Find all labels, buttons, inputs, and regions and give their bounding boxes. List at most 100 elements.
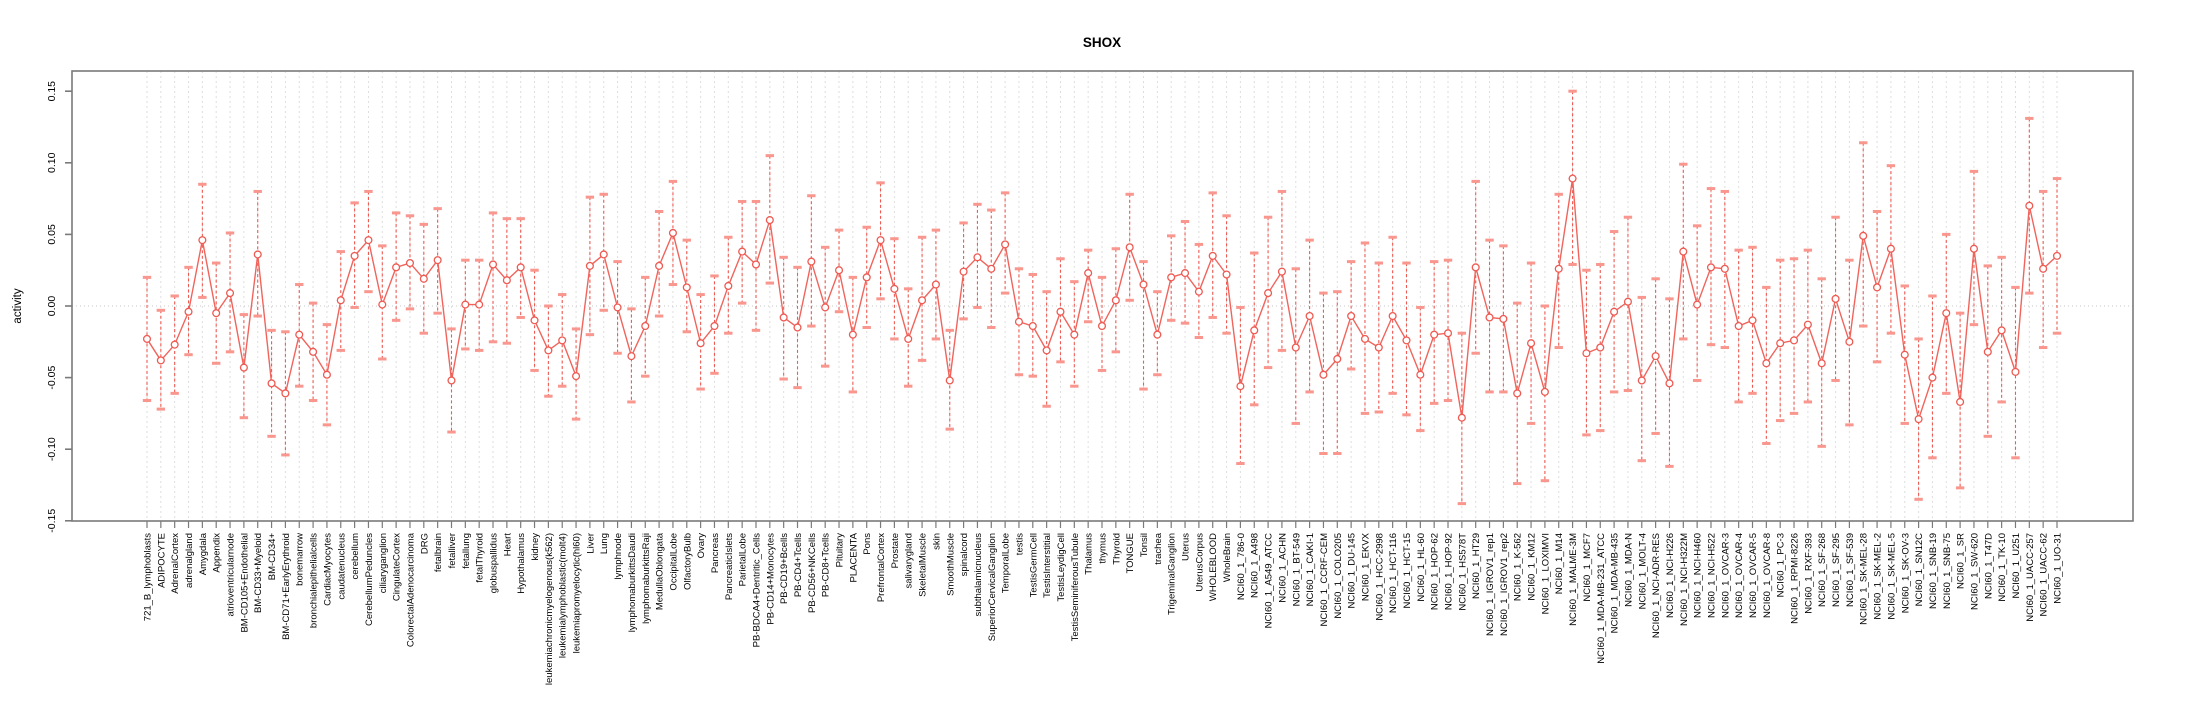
- x-tick-label: NCI60_1_HOP-92: [1444, 533, 1455, 610]
- data-point-marker: [364, 236, 373, 245]
- x-tick-label: NCI60_1_OVCAR-3: [1720, 533, 1731, 618]
- x-tick-label: NCI60_1_OVCAR-4: [1734, 533, 1745, 618]
- data-point-marker: [876, 236, 885, 245]
- x-tick-label: SuperiorCervicalGanglion: [987, 533, 998, 641]
- data-point-marker: [1610, 307, 1619, 316]
- data-point-marker: [1637, 376, 1646, 385]
- x-tick-label: TestisInterstitial: [1042, 533, 1053, 598]
- data-point-marker: [1679, 247, 1688, 256]
- data-point-marker: [1319, 370, 1328, 379]
- data-point-marker: [807, 257, 816, 266]
- data-point-marker: [710, 321, 719, 331]
- x-tick-label: NCI60_1_M14: [1554, 533, 1565, 594]
- data-point-marker: [2025, 201, 2034, 210]
- x-tick-label: PB-CD19+Bcells: [779, 533, 790, 604]
- data-point-marker: [1997, 326, 2006, 335]
- data-point-marker: [1084, 269, 1093, 278]
- data-point-marker: [821, 303, 830, 312]
- data-point-marker: [1194, 287, 1203, 296]
- x-tick-label: cerebellum: [350, 533, 361, 580]
- data-point-marker: [1125, 243, 1134, 252]
- x-tick-label: salivarygland: [904, 533, 915, 588]
- x-tick-label: NCI60_1_SW-620: [1969, 533, 1980, 610]
- data-point-marker: [1527, 339, 1536, 348]
- x-tick-label: NCI60_1_HCT-116: [1388, 533, 1399, 613]
- data-point-marker: [198, 236, 207, 245]
- data-point-marker: [170, 340, 179, 349]
- x-tick-label: NCI60_1_A549_ATCC: [1264, 533, 1275, 629]
- data-point-marker: [613, 303, 622, 312]
- data-point-marker: [1748, 316, 1757, 325]
- x-tick-label: NCI60_1_SK-MEL-5: [1886, 533, 1897, 620]
- x-tick-label: NCI60_1_NCI-H460: [1693, 533, 1704, 618]
- data-point-marker: [488, 260, 498, 269]
- x-tick-label: NCI60_1_RPMI-8226: [1790, 533, 1801, 624]
- data-point-marker: [1762, 359, 1771, 368]
- x-tick-label: CerebellumPeduncles: [364, 533, 375, 626]
- data-point-marker: [142, 334, 152, 343]
- data-point-marker: [1942, 309, 1951, 318]
- data-point-marker: [1983, 347, 1992, 356]
- data-point-marker: [1928, 373, 1937, 382]
- data-point-marker: [322, 370, 331, 379]
- x-tick-label: NCI60_1_SF-539: [1845, 533, 1856, 607]
- x-tick-label: NCI60_1_SNB-19: [1928, 533, 1939, 609]
- data-point-marker: [419, 274, 428, 283]
- data-point-marker: [212, 309, 221, 318]
- data-point-marker: [987, 264, 996, 273]
- x-tick-label: DRG: [419, 533, 430, 554]
- x-tick-label: PancreaticIslets: [724, 533, 735, 600]
- x-tick-label: lymphomaburkittsDaudi: [627, 533, 638, 632]
- data-point-marker: [558, 336, 567, 345]
- data-point-marker: [502, 276, 511, 285]
- y-tick-label: -0.15: [46, 509, 58, 533]
- data-point-marker: [378, 300, 387, 309]
- x-tick-label: NCI60_1_PC-3: [1776, 533, 1787, 597]
- x-tick-label: subthalamicnucleus: [973, 533, 984, 617]
- x-tick-label: lymphnode: [613, 533, 624, 579]
- data-point-marker: [1969, 244, 1979, 253]
- x-tick-label: NCI60_1_IGROV1_rep2: [1499, 533, 1510, 636]
- data-point-marker: [1305, 311, 1314, 321]
- x-tick-label: fetalliver: [447, 533, 458, 568]
- x-tick-label: NCI60_1_MDA-N: [1623, 533, 1634, 607]
- x-tick-label: atrioventricularnode: [226, 533, 237, 616]
- data-point-marker: [1693, 300, 1702, 309]
- x-tick-label: NCI60_1_MOLT-4: [1637, 533, 1648, 609]
- x-tick-label: AdrenalCortex: [170, 533, 181, 594]
- x-tick-label: Hypothalamus: [516, 533, 527, 594]
- data-point-marker: [1001, 240, 1010, 249]
- data-point-marker: [655, 261, 664, 270]
- data-point-marker: [959, 267, 968, 276]
- data-point-marker: [738, 247, 747, 256]
- x-tick-label: CardiacMyocytes: [322, 533, 333, 606]
- x-tick-label: ADIPOCYTE: [156, 533, 167, 588]
- x-tick-label: Amygdala: [198, 532, 209, 575]
- x-tick-label: NCI60_1_HS578T: [1457, 533, 1468, 611]
- data-point-marker: [1028, 321, 1037, 331]
- data-point-marker: [1360, 334, 1370, 343]
- x-tick-label: Appendix: [212, 533, 223, 573]
- x-tick-label: NCI60_1_NCI-H522: [1706, 533, 1717, 618]
- data-point-marker: [1845, 337, 1854, 346]
- data-point-marker: [1416, 370, 1425, 379]
- x-tick-label: bronchialepithelialcells: [309, 533, 320, 628]
- data-point-marker: [973, 253, 982, 262]
- data-point-marker: [1374, 343, 1383, 352]
- x-tick-label: TemporalLobe: [1001, 533, 1012, 593]
- x-tick-label: NCI60_1_UACC-62: [2039, 533, 2050, 616]
- y-tick-label: 0.10: [46, 152, 58, 173]
- x-tick-label: SkeletalMuscle: [918, 533, 929, 597]
- x-tick-label: Prostate: [890, 533, 901, 568]
- mean-polyline: [146, 178, 2058, 422]
- x-tick-label: TestisSeminiferousTubule: [1070, 533, 1081, 641]
- x-tick-label: thymus: [1098, 533, 1109, 564]
- x-tick-label: NCI60_1_OVCAR-5: [1748, 533, 1759, 618]
- data-point-marker: [1277, 267, 1286, 276]
- data-point-marker: [1665, 379, 1674, 388]
- data-point-marker: [295, 330, 304, 339]
- data-point-marker: [1540, 387, 1549, 396]
- x-tick-label: BM-CD33+Myeloid: [253, 533, 264, 613]
- x-tick-label: NCI60_1_SF-295: [1831, 533, 1842, 607]
